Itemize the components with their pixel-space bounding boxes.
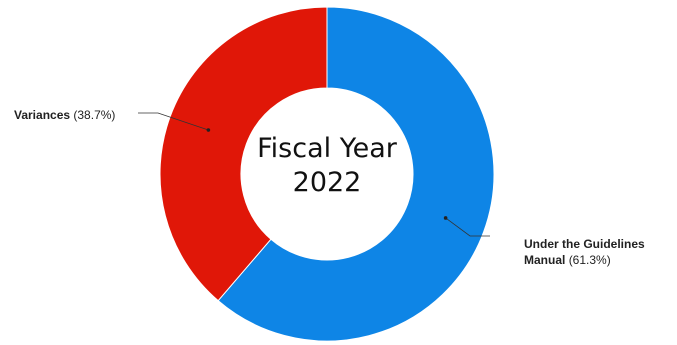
variances-data-label: Variances (38.7%) xyxy=(14,107,115,123)
guidelines-percent: (61.3%) xyxy=(568,253,611,267)
variances-name: Variances xyxy=(14,108,71,122)
slice-variances xyxy=(159,6,328,302)
leader-line-0 xyxy=(445,217,490,237)
center-title-line-1: Fiscal Year xyxy=(257,133,397,164)
slice-under-the-guidelines-manual xyxy=(217,6,495,342)
leader-dot-0 xyxy=(443,216,448,220)
donut-hole xyxy=(241,88,413,260)
guidelines-name-line-1: Under the Guidelines xyxy=(524,237,645,251)
leader-dot-1 xyxy=(206,128,211,132)
chart-center-title: Fiscal Year 2022 xyxy=(227,132,427,200)
center-title-line-2: 2022 xyxy=(292,167,362,198)
variances-percent: (38.7%) xyxy=(73,108,116,122)
guidelines-data-label: Under the Guidelines Manual (61.3%) xyxy=(524,236,674,268)
guidelines-name-line-2: Manual xyxy=(524,253,566,267)
leader-line-1 xyxy=(138,112,209,131)
